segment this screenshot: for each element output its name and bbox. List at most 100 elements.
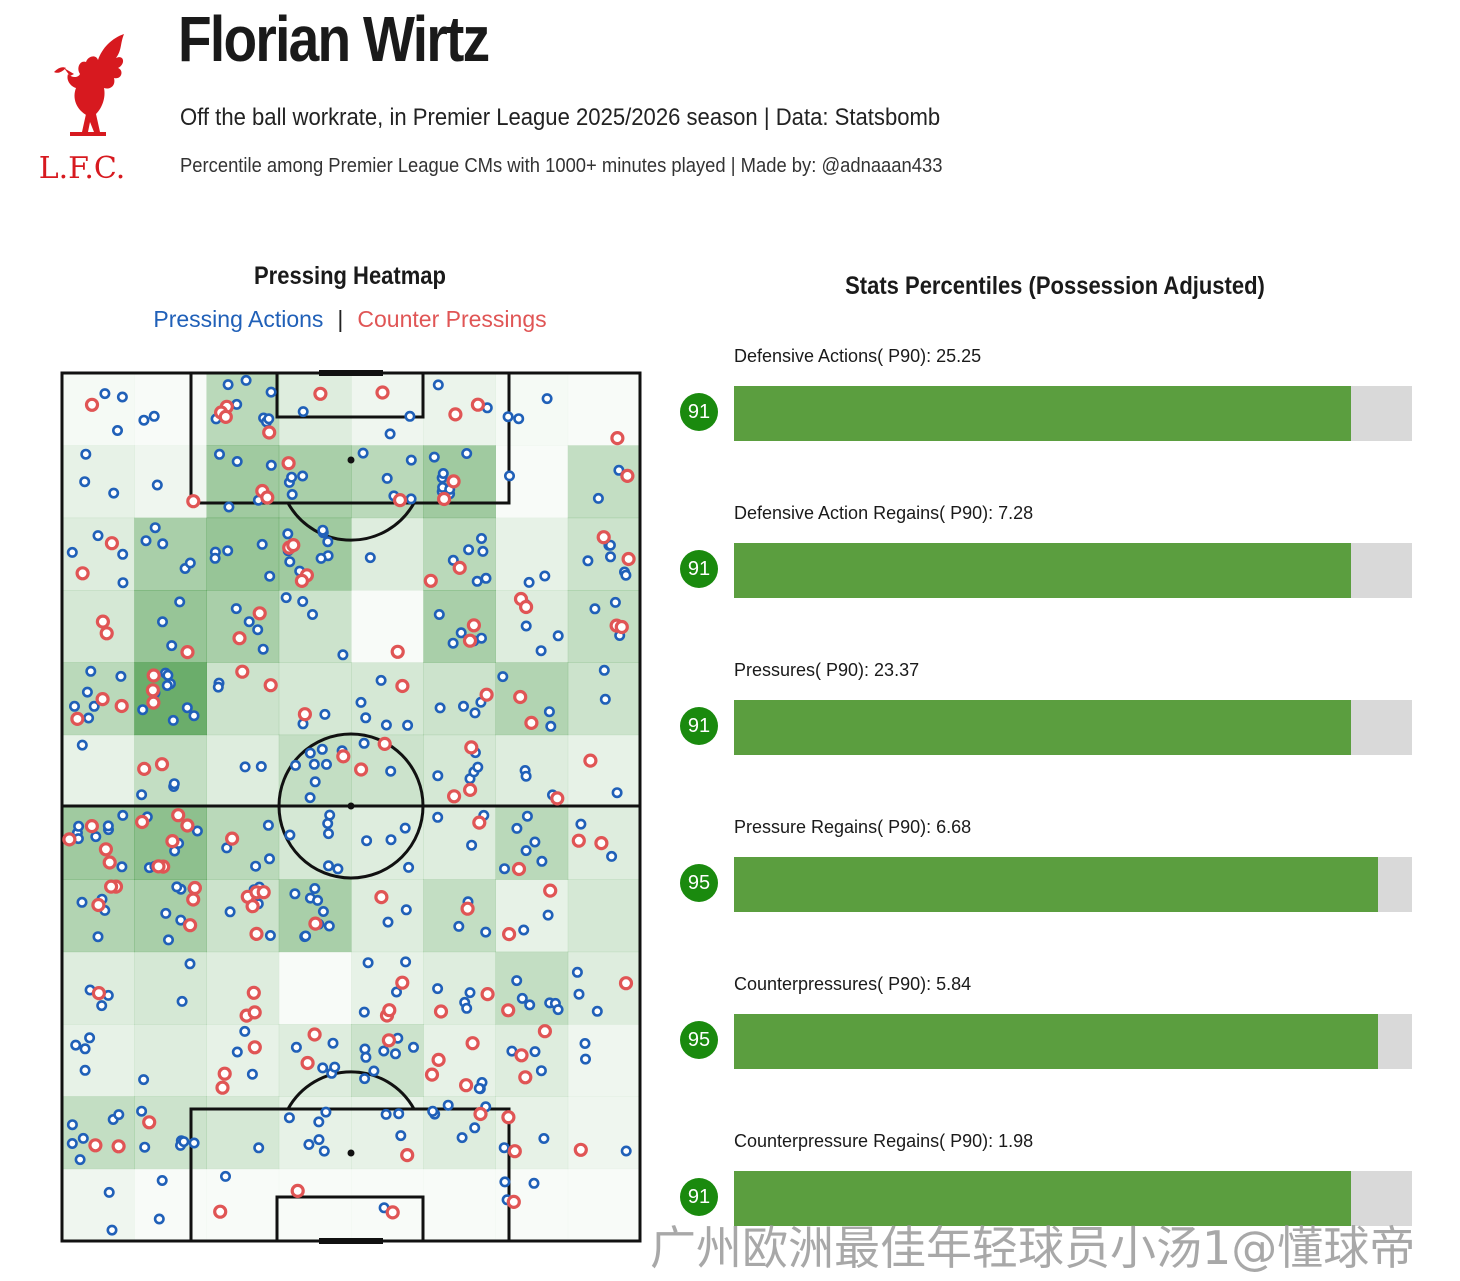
pressing-action-dot — [320, 758, 332, 770]
pressing-action-dot — [116, 391, 128, 403]
counter-pressing-dot — [618, 976, 634, 991]
pressing-action-dot — [329, 1061, 341, 1073]
pressing-action-dot — [541, 393, 553, 405]
counter-pressing-dot — [215, 1080, 230, 1095]
pressing-action-dot — [395, 1130, 407, 1142]
pressing-action-dot — [480, 572, 492, 584]
pressing-action-dot — [322, 860, 334, 872]
pressing-action-dot — [161, 679, 173, 691]
pressing-action-dot — [157, 616, 169, 628]
pressing-action-dot — [212, 681, 224, 693]
pressing-action-dot — [405, 454, 417, 466]
pressing-action-dot — [264, 853, 276, 865]
pressing-action-dot — [453, 920, 465, 932]
pressing-action-dot — [315, 552, 327, 564]
pressing-action-dot — [620, 1145, 632, 1157]
pressing-action-dot — [168, 778, 180, 790]
pressing-action-dot — [99, 388, 111, 400]
counter-pressing-dot — [506, 1194, 521, 1210]
pressing-action-dot — [432, 811, 444, 823]
heatmap-cell — [495, 373, 569, 446]
pressing-action-dot — [290, 1041, 302, 1053]
counter-pressing-dot — [180, 645, 195, 660]
counter-pressing-dot — [543, 883, 558, 898]
heatmap-cell — [134, 1169, 207, 1242]
pressing-action-dot — [297, 470, 309, 482]
pressing-action-dot — [92, 530, 104, 542]
counter-pressing-dot — [300, 1055, 315, 1071]
counter-pressing-dot — [385, 1205, 400, 1220]
pressing-action-dot — [378, 1045, 390, 1057]
pressing-action-dot — [90, 831, 102, 843]
pressing-action-dot — [322, 828, 334, 840]
pressing-action-dot — [427, 1105, 439, 1117]
pressing-action-dot — [290, 759, 302, 771]
counter-pressing-dot — [263, 678, 278, 693]
pressing-action-dot — [536, 855, 548, 867]
pressing-action-dot — [380, 719, 392, 731]
pressing-heatmap-pitch — [60, 370, 642, 1244]
stat-label: Pressures( P90): 23.37 — [734, 660, 920, 680]
counter-pressing-dot — [95, 614, 111, 629]
counter-pressing-dot — [463, 782, 478, 797]
pressing-action-dot — [282, 528, 294, 540]
pressing-action-dot — [400, 956, 412, 968]
counter-pressing-dot — [511, 861, 527, 877]
pressing-action-dot — [322, 817, 334, 829]
heatmap-cell — [423, 879, 496, 953]
pressing-action-dot — [382, 916, 394, 928]
pressing-action-dot — [166, 640, 178, 652]
counter-pressing-dot — [594, 836, 609, 851]
pressing-action-dot — [529, 836, 541, 848]
counter-pressing-dot — [151, 859, 166, 874]
pressing-action-dot — [442, 1099, 454, 1111]
heatmap-cell — [495, 879, 569, 953]
pressing-action-dot — [579, 1053, 591, 1065]
heatmap-cell — [134, 517, 207, 591]
pressing-action-dot — [115, 670, 127, 682]
heatmap-cell — [496, 445, 569, 518]
counter-pressing-dot — [472, 815, 487, 830]
stat-label: Defensive Action Regains( P90): 7.28 — [734, 503, 1034, 523]
pressing-action-dot — [265, 459, 277, 471]
pressing-action-dot — [456, 1132, 468, 1144]
counter-pressing-dot — [294, 573, 309, 588]
pressing-action-dot — [404, 410, 416, 422]
pressing-action-dot — [437, 468, 449, 480]
counter-pressing-dot — [473, 1106, 488, 1122]
pressing-action-dot — [297, 406, 309, 418]
pressing-action-dot — [463, 544, 475, 556]
counter-pressing-dot — [479, 687, 494, 702]
heatmap-cell — [351, 590, 424, 663]
pressing-action-dot — [88, 700, 100, 712]
pressing-action-dot — [309, 882, 321, 894]
pressing-action-dot — [473, 1082, 485, 1094]
pressing-action-dot — [611, 787, 623, 799]
counter-pressing-dot — [464, 740, 479, 755]
pressing-action-dot — [358, 737, 370, 749]
stat-label: Counterpressures( P90): 5.84 — [734, 974, 972, 994]
heatmap-cell — [567, 734, 641, 808]
pressing-action-dot — [332, 863, 344, 875]
counter-pressing-dot — [281, 456, 296, 471]
counter-pressing-dot — [395, 975, 410, 990]
pressing-action-dot — [520, 770, 532, 782]
pressing-action-dot — [457, 700, 469, 712]
counter-pressing-dot — [91, 897, 106, 913]
heatmap-cell — [495, 590, 569, 663]
event-dots — [62, 374, 636, 1236]
pressing-action-dot — [502, 411, 514, 423]
pressing-action-dot — [264, 929, 276, 941]
counter-pressing-dot — [400, 1147, 415, 1163]
pressing-action-dot — [375, 674, 387, 686]
legend-separator: | — [337, 306, 344, 332]
heatmap-cell — [279, 1169, 352, 1242]
pressing-action-dot — [513, 413, 525, 425]
pressing-action-dot — [499, 1176, 511, 1188]
heatmap-cell — [423, 590, 496, 663]
pressing-action-dot — [403, 861, 415, 873]
pressing-action-dot — [364, 552, 376, 564]
counter-pressing-dot — [260, 490, 275, 505]
pressing-action-dot — [151, 479, 163, 491]
stat-row: Pressures( P90): 23.37 91 — [670, 660, 1430, 770]
